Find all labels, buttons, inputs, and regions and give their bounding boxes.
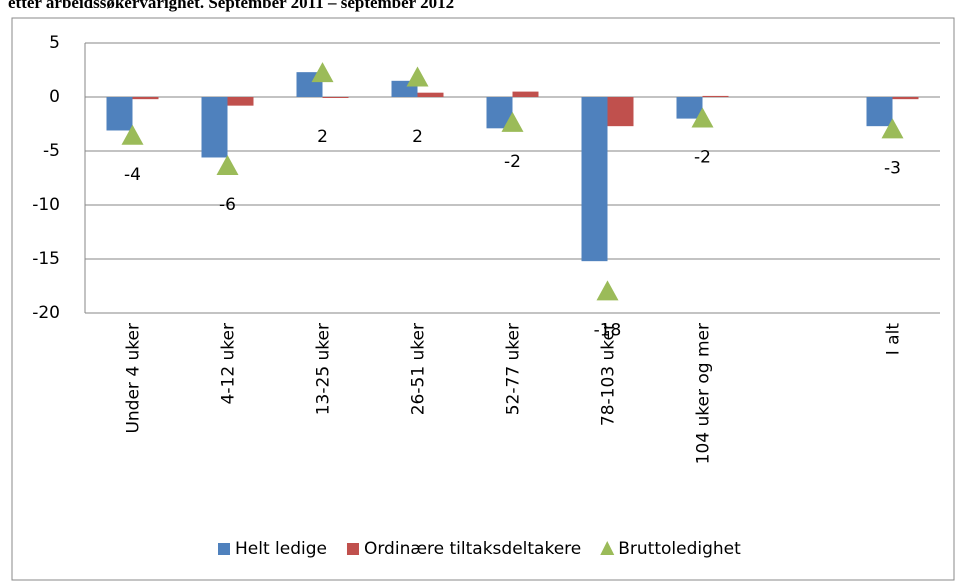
legend-marker (600, 541, 615, 555)
data-label: -6 (219, 195, 236, 215)
bar (106, 97, 133, 131)
bar (512, 91, 539, 97)
marker (406, 66, 429, 87)
bar (132, 97, 159, 100)
marker (691, 107, 714, 128)
legend-label: Bruttoledighet (618, 539, 741, 559)
chart-border (11, 17, 955, 581)
data-label: -2 (504, 152, 521, 172)
y-tick-label: -20 (32, 303, 60, 323)
x-tick-label: 52-77 uker (504, 323, 524, 415)
marker (501, 111, 524, 132)
data-label: -4 (124, 165, 141, 185)
bar (417, 92, 444, 97)
data-label: 2 (317, 127, 328, 147)
y-tick-label: -15 (32, 249, 60, 269)
y-tick-label: -5 (43, 141, 60, 161)
bar (892, 97, 919, 100)
marker (311, 62, 334, 83)
legend-marker (346, 543, 359, 555)
marker (121, 124, 144, 145)
legend-label: Ordinære tiltaksdeltakere (364, 539, 581, 559)
bar (702, 95, 729, 97)
bar (866, 97, 893, 127)
x-tick-label: 104 uker og mer (694, 323, 714, 464)
data-label: -18 (594, 320, 622, 340)
y-tick-label: -10 (32, 195, 60, 215)
bar (322, 97, 349, 98)
bar (581, 97, 608, 262)
x-tick-label: 13-25 uker (314, 323, 334, 415)
x-tick-label: 26-51 uker (409, 323, 429, 415)
marker (596, 280, 619, 301)
data-label: 2 (412, 127, 423, 147)
legend-marker (218, 543, 230, 555)
marker (881, 118, 904, 139)
data-label: -3 (884, 158, 901, 178)
bar (201, 97, 228, 158)
marker (216, 155, 239, 176)
legend-label: Helt ledige (235, 539, 327, 559)
bar (607, 97, 634, 127)
bar (227, 97, 254, 106)
x-tick-label: Under 4 uker (124, 323, 144, 434)
x-tick-label: 4-12 uker (219, 323, 239, 404)
x-tick-label: I alt (884, 323, 904, 356)
x-tick-label: 78-103 uker (599, 323, 619, 426)
y-tick-label: 0 (49, 87, 60, 107)
data-label: -2 (694, 148, 711, 168)
y-tick-label: 5 (49, 33, 60, 53)
bar (676, 97, 703, 119)
chart-title: etter arbeidssøkervarighet. September 20… (8, 0, 454, 12)
